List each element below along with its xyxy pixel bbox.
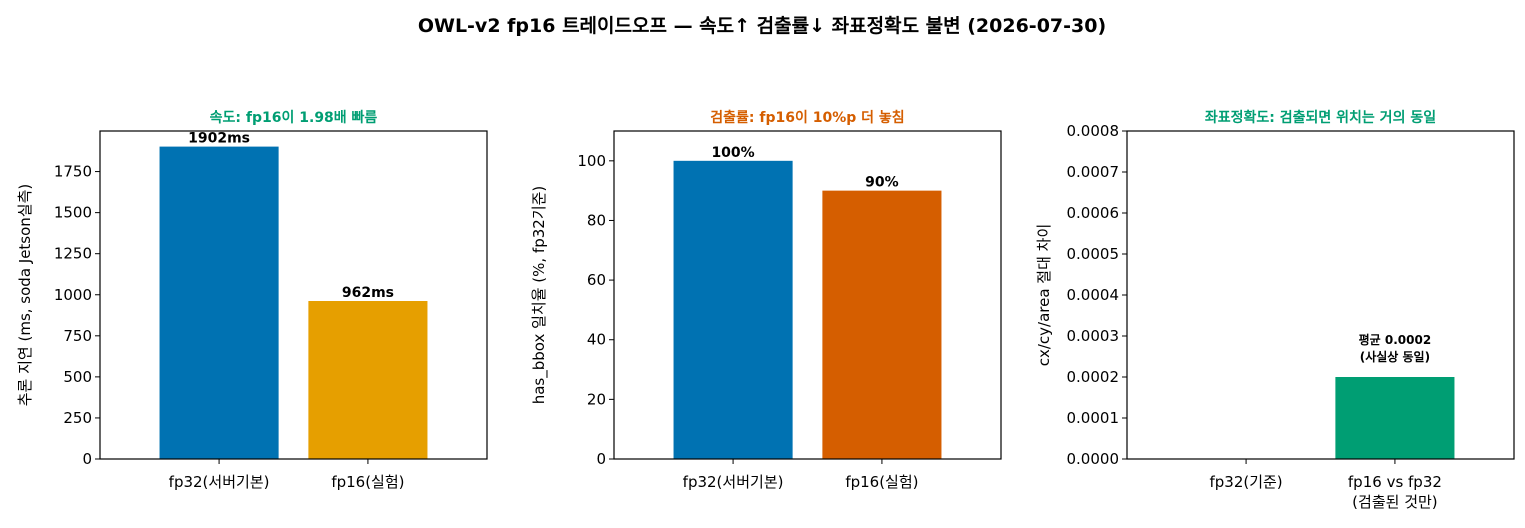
y-tick-label: 0.0007 — [1067, 163, 1120, 181]
y-tick-label: 0.0005 — [1067, 245, 1120, 263]
plot-frame — [99, 130, 488, 460]
y-tick-label: 0.0000 — [1067, 450, 1120, 468]
y-tick-label: 250 — [63, 409, 92, 427]
x-tick-label: fp32(서버기본) — [683, 473, 784, 491]
chart-panel-1: 속도: fp16이 1.98배 빠름 0 250 500 750 1000 1250 1500… — [16, 109, 488, 491]
x-tick-label: fp16(실험) — [331, 473, 404, 491]
x-tick-label: fp32(서버기본) — [169, 473, 270, 491]
y-tick-label: 500 — [63, 368, 92, 386]
y-tick-label: 1500 — [54, 204, 92, 222]
y-tick-label: 0.0003 — [1067, 327, 1120, 345]
y-tick-label: 20 — [587, 390, 606, 408]
y-tick-label: 1750 — [54, 163, 92, 181]
bar-value-label: 100% — [711, 145, 754, 161]
chart-panel-2: 검출률: fp16이 10%p 더 놓침 0 20 40 60 80 100 fp32(서버기… — [530, 109, 1002, 491]
bar-value-label: 1902ms — [188, 131, 250, 147]
y-tick-label: 1000 — [54, 286, 92, 304]
bar — [822, 190, 942, 460]
y-axis-label: 추론 지연 (ms, soda Jetson실측) — [16, 184, 34, 407]
y-tick-label: 80 — [587, 211, 606, 229]
chart-panel-3: 좌표정확도: 검출되면 위치는 거의 동일 0.0000 0.0001 0.0002 0… — [1035, 109, 1515, 511]
y-tick-label: 1250 — [54, 245, 92, 263]
y-axis-label: has_bbox 일치율 (%, fp32기준) — [530, 186, 549, 405]
y-tick-label: 0 — [82, 450, 92, 468]
figure-title: OWL-v2 fp16 트레이드오프 — 속도↑ 검출률↓ 좌표정확도 불변 (… — [418, 14, 1106, 37]
bar — [1335, 377, 1455, 459]
panel-title: 좌표정확도: 검출되면 위치는 거의 동일 — [1205, 109, 1436, 126]
y-tick-label: 0.0008 — [1067, 122, 1120, 140]
y-tick-label: 0.0004 — [1067, 286, 1120, 304]
y-tick-label: 0.0002 — [1067, 368, 1120, 386]
y-tick-label: 100 — [577, 152, 606, 170]
bar-value-label: 962ms — [342, 285, 394, 301]
bar — [159, 146, 279, 460]
bar-annotation: 평균 0.0002 (사실상 동일) — [1359, 333, 1432, 364]
y-tick-label: 750 — [63, 327, 92, 345]
x-tick-label: fp16 vs fp32 (검출된 것만) — [1348, 473, 1442, 511]
bar-value-label: 90% — [865, 175, 899, 191]
x-tick-label: fp16(실험) — [845, 473, 918, 491]
bar — [673, 160, 793, 459]
y-tick-label: 0.0006 — [1067, 204, 1120, 222]
plot-frame — [1126, 130, 1515, 460]
bar — [308, 300, 428, 459]
y-tick-label: 0.0001 — [1067, 409, 1120, 427]
panel-title: 검출률: fp16이 10%p 더 놓침 — [710, 109, 904, 126]
plot-frame — [613, 130, 1002, 460]
y-tick-label: 40 — [587, 331, 606, 349]
y-axis-label: cx/cy/area 절대 차이 — [1035, 224, 1053, 367]
panel-title: 속도: fp16이 1.98배 빠름 — [210, 109, 378, 126]
y-tick-label: 0 — [596, 450, 606, 468]
x-tick-label: fp32(기준) — [1209, 473, 1282, 491]
y-tick-label: 60 — [587, 271, 606, 289]
